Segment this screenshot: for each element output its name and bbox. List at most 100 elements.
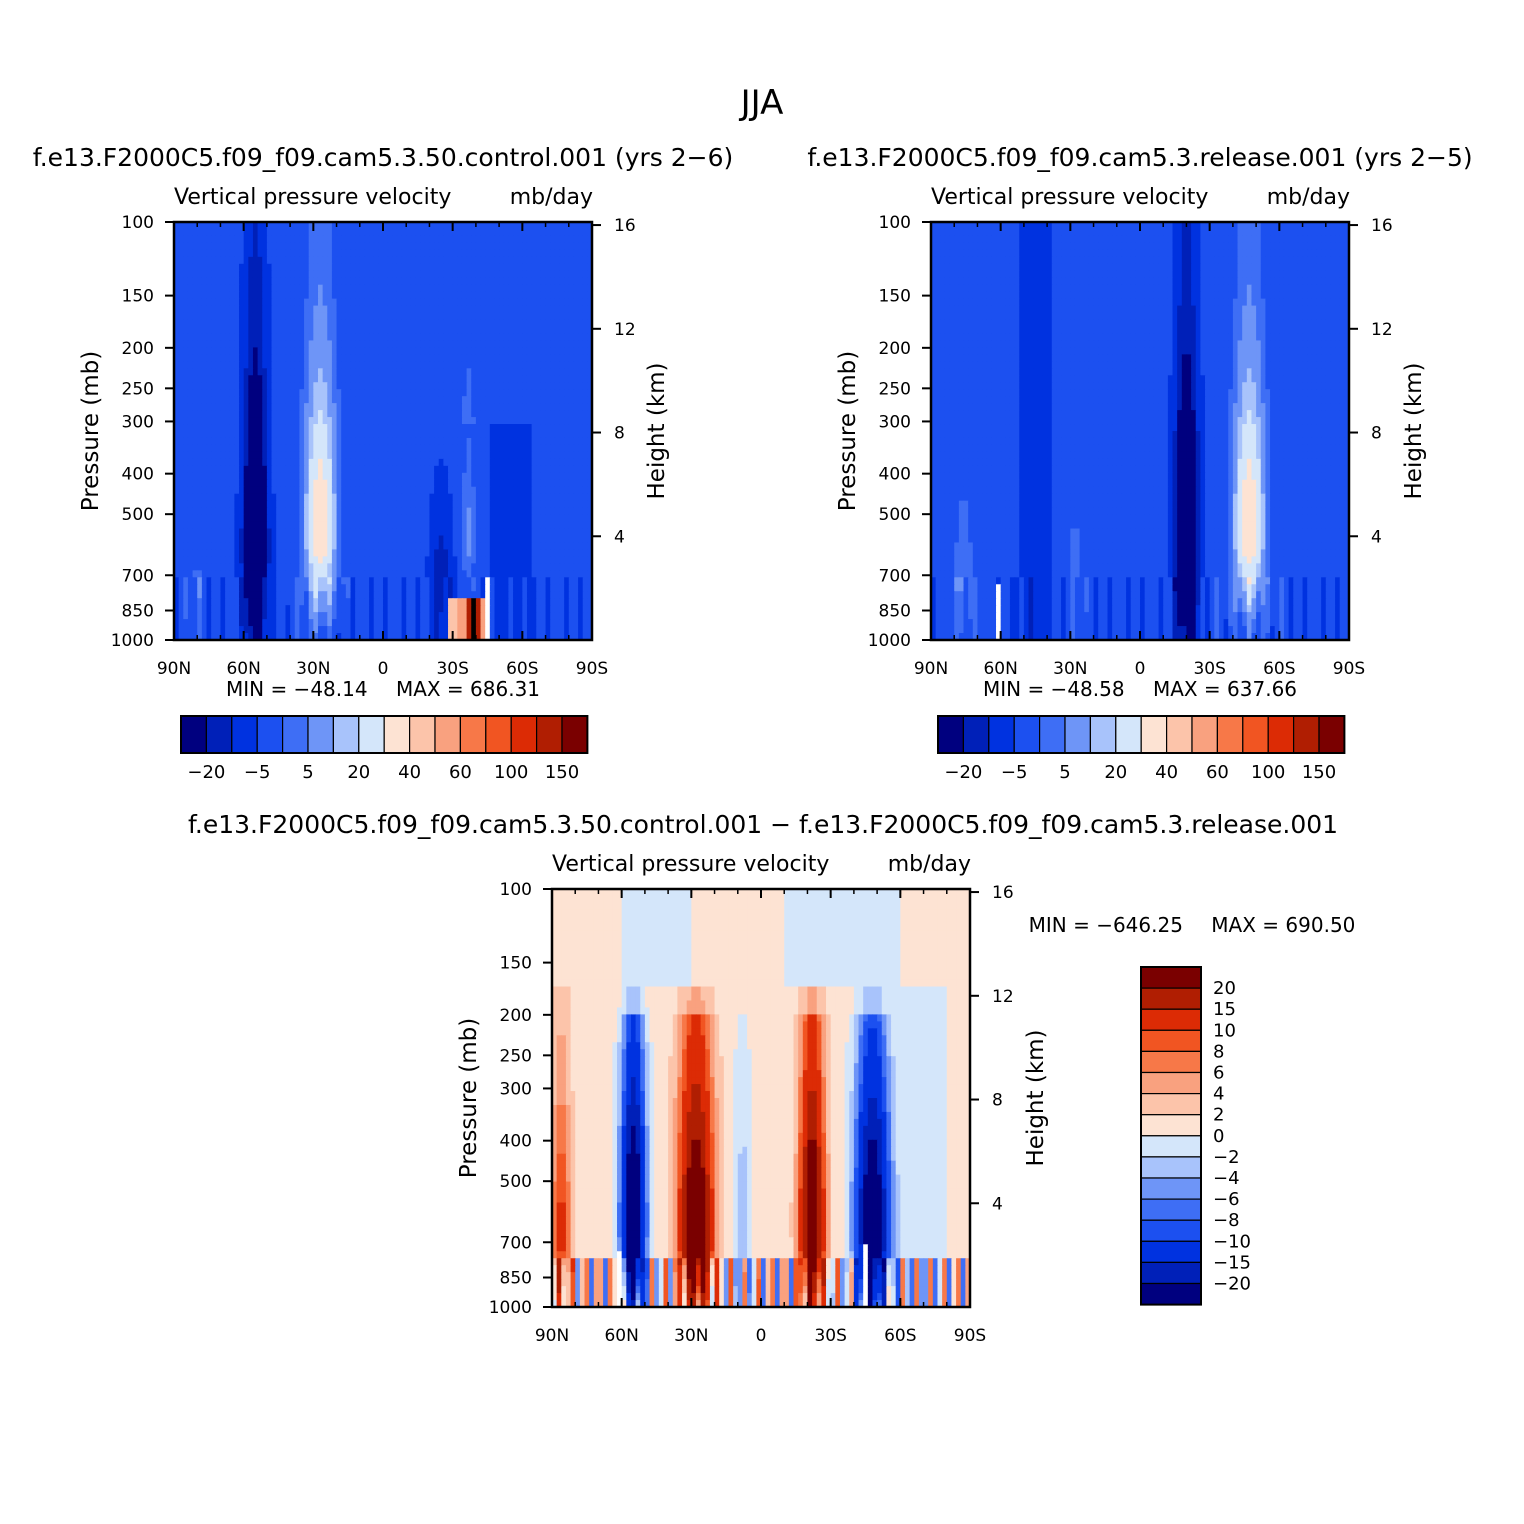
control-field-cell [392, 312, 398, 321]
control-field-cell [225, 382, 231, 390]
control-field-cell [257, 591, 263, 599]
control-field-cell [582, 486, 588, 495]
control-field-cell [276, 535, 282, 544]
control-field-cell [489, 403, 496, 411]
control-field-cell [545, 228, 551, 237]
control-field-cell [317, 396, 324, 404]
control-field-cell [466, 228, 472, 237]
control-field-cell [461, 270, 468, 279]
control-units-label: mb/day [510, 185, 593, 210]
control-field-cell [280, 347, 287, 355]
control-field-cell [331, 235, 338, 244]
control-field-cell [443, 410, 449, 418]
control-field-cell [355, 263, 361, 272]
control-field-cell [336, 598, 342, 606]
control-field-cell [508, 235, 514, 244]
control-field-cell [369, 263, 375, 272]
control-field-cell [299, 270, 305, 279]
control-field-cell [415, 486, 421, 495]
control-field-cell [443, 472, 449, 481]
control-field-cell [345, 570, 352, 578]
control-field-cell [387, 228, 393, 237]
control-field-cell [252, 486, 259, 495]
control-field-cell [322, 222, 328, 230]
control-field-cell [522, 528, 528, 537]
control-field-cell [568, 486, 575, 495]
control-field-cell [341, 542, 347, 551]
control-field-cell [564, 493, 570, 502]
control-field-cell [239, 256, 245, 265]
control-field-cell [285, 410, 291, 418]
control-field-cell [378, 340, 384, 348]
control-field-cell [355, 437, 361, 446]
control-field-cell [262, 305, 268, 314]
control-field-cell [475, 458, 482, 467]
control-field-cell [369, 479, 375, 488]
control-field-cell [322, 577, 328, 585]
control-field-cell [225, 514, 231, 523]
control-field-cell [229, 437, 235, 446]
control-field-cell [252, 249, 259, 258]
control-field-cell [494, 396, 500, 404]
control-field-cell [406, 291, 412, 300]
control-field-cell [396, 472, 403, 481]
control-field-cell [461, 333, 468, 342]
control-field-cell [522, 570, 528, 578]
control-field-cell [280, 542, 287, 551]
control-field-cell [336, 270, 342, 279]
control-field-cell [290, 486, 296, 495]
control-field-cell [536, 584, 542, 592]
control-field-cell [378, 270, 384, 279]
control-field-cell [438, 340, 444, 348]
control-field-cell [304, 493, 310, 502]
control-field-cell [568, 479, 575, 488]
control-field-cell [299, 277, 305, 286]
control-field-cell [494, 542, 500, 551]
control-field-cell [554, 222, 561, 230]
control-field-cell [434, 228, 440, 237]
control-field-cell [568, 563, 575, 571]
control-field-cell [327, 507, 333, 516]
control-field-cell [461, 249, 468, 258]
control-field-cell [406, 514, 412, 523]
control-field-cell [364, 535, 370, 544]
control-field-cell [485, 403, 491, 411]
control-field-cell [564, 305, 570, 314]
control-field-cell [480, 549, 486, 557]
control-field-cell [257, 284, 263, 293]
control-field-cell [280, 549, 287, 557]
control-field-cell [573, 507, 579, 516]
control-field-cell [475, 493, 482, 502]
control-field-cell [452, 284, 458, 293]
control-field-cell [243, 333, 249, 342]
control-field-cell [187, 451, 194, 460]
control-field-cell [174, 584, 180, 592]
control-field-cell [373, 542, 379, 551]
control-field-cell [545, 277, 551, 286]
control-field-cell [243, 521, 249, 530]
control-field-cell [220, 521, 226, 530]
control-field-cell [285, 591, 291, 599]
control-field-cell [220, 584, 226, 592]
control-field-cell [211, 382, 217, 390]
control-field-cell [206, 298, 212, 307]
control-field-cell [508, 305, 514, 314]
control-field-cell [225, 256, 231, 265]
control-field-cell [392, 382, 398, 390]
control-field-cell [513, 368, 519, 376]
control-field-cell [554, 451, 561, 460]
control-field-cell [378, 514, 384, 523]
control-field-cell [508, 382, 514, 390]
control-field-cell [266, 410, 273, 418]
control-field-cell [308, 431, 314, 439]
control-field-cell [355, 451, 361, 460]
control-field-cell [489, 507, 496, 516]
control-field-cell [550, 312, 556, 321]
control-field-cell [271, 458, 277, 467]
control-field-cell [531, 570, 537, 578]
control-field-cell [215, 584, 222, 592]
control-field-cell [475, 354, 482, 362]
control-field-cell [369, 298, 375, 307]
control-field-cell [531, 528, 537, 537]
control-field-cell [355, 431, 361, 439]
